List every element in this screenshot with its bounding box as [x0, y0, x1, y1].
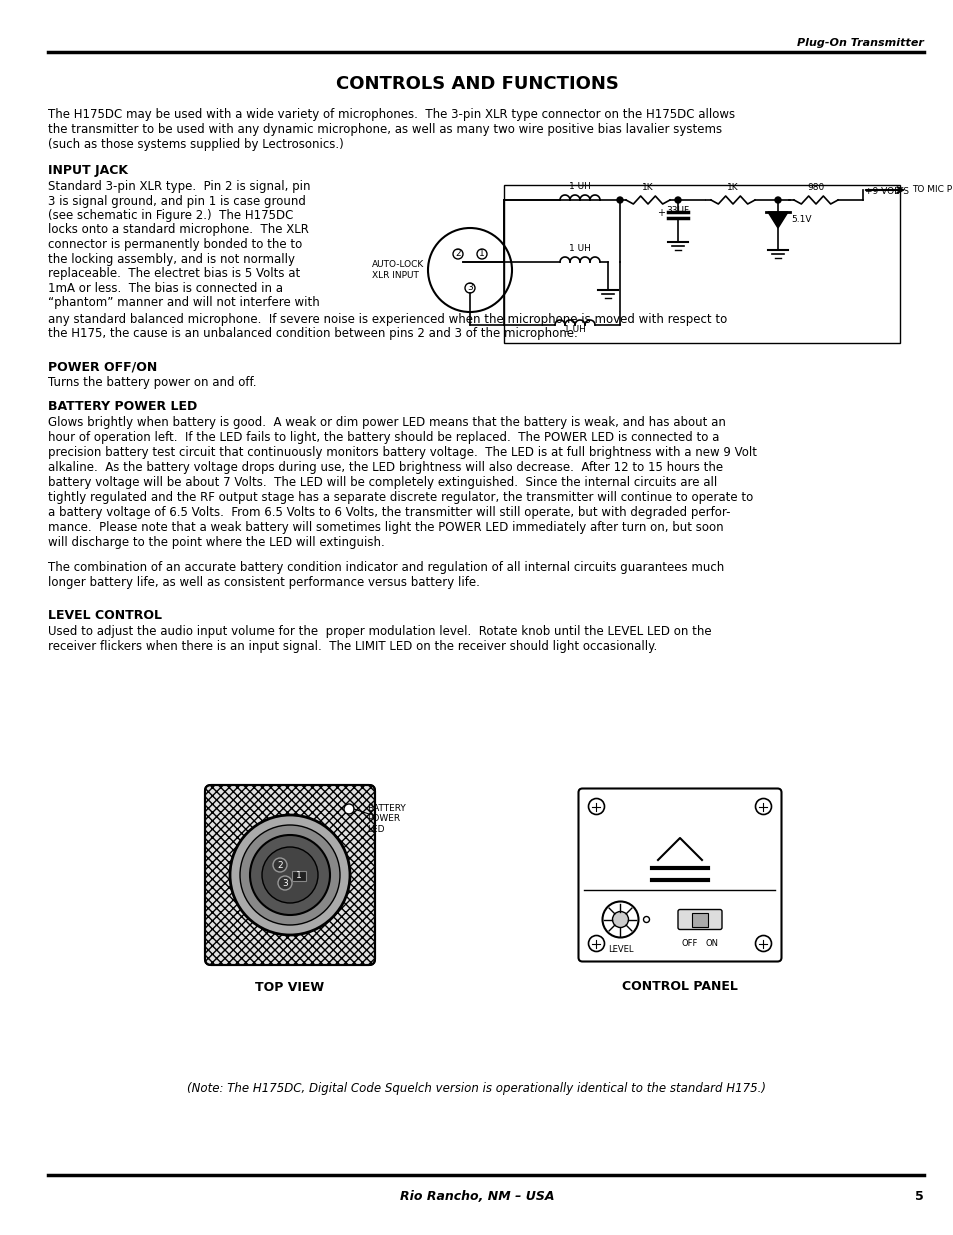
Text: the H175, the cause is an unbalanced condition between pins 2 and 3 of the micro: the H175, the cause is an unbalanced con… — [48, 327, 578, 341]
Text: receiver flickers when there is an input signal.  The LIMIT LED on the receiver : receiver flickers when there is an input… — [48, 640, 657, 653]
FancyBboxPatch shape — [578, 788, 781, 962]
Text: mance.  Please note that a weak battery will sometimes light the POWER LED immed: mance. Please note that a weak battery w… — [48, 521, 723, 534]
Text: 1: 1 — [478, 249, 484, 258]
Text: any standard balanced microphone.  If severe noise is experienced when the micro: any standard balanced microphone. If sev… — [48, 312, 726, 326]
Text: The H175DC may be used with a wide variety of microphones.  The 3-pin XLR type c: The H175DC may be used with a wide varie… — [48, 107, 735, 121]
Text: hour of operation left.  If the LED fails to light, the battery should be replac: hour of operation left. If the LED fails… — [48, 431, 719, 445]
Text: Glows brightly when battery is good.  A weak or dim power LED means that the bat: Glows brightly when battery is good. A w… — [48, 416, 725, 429]
Text: CONTROL PANEL: CONTROL PANEL — [621, 979, 738, 993]
Circle shape — [273, 858, 287, 872]
Text: 1K: 1K — [726, 183, 738, 191]
Text: 3: 3 — [467, 284, 473, 293]
Bar — [691, 913, 707, 926]
Bar — [292, 871, 306, 881]
Text: 5: 5 — [914, 1191, 923, 1203]
Text: (such as those systems supplied by Lectrosonics.): (such as those systems supplied by Lectr… — [48, 138, 343, 151]
Text: 5.1V: 5.1V — [790, 215, 811, 225]
Text: connector is permanently bonded to the to: connector is permanently bonded to the t… — [48, 238, 302, 251]
Text: replaceable.  The electret bias is 5 Volts at: replaceable. The electret bias is 5 Volt… — [48, 267, 300, 280]
Text: (Note: The H175DC, Digital Code Squelch version is operationally identical to th: (Note: The H175DC, Digital Code Squelch … — [188, 1082, 765, 1095]
Text: +: + — [657, 207, 664, 219]
Polygon shape — [767, 212, 787, 228]
Text: 980: 980 — [806, 183, 823, 191]
Text: TOP VIEW: TOP VIEW — [255, 981, 324, 994]
FancyBboxPatch shape — [205, 785, 375, 965]
Text: Turns the battery power on and off.: Turns the battery power on and off. — [48, 375, 256, 389]
Text: battery voltage will be about 7 Volts.  The LED will be completely extinguished.: battery voltage will be about 7 Volts. T… — [48, 475, 717, 489]
Text: Standard 3-pin XLR type.  Pin 2 is signal, pin: Standard 3-pin XLR type. Pin 2 is signal… — [48, 180, 310, 193]
Text: the transmitter to be used with any dynamic microphone, as well as many two wire: the transmitter to be used with any dyna… — [48, 124, 721, 136]
Text: 33UF: 33UF — [666, 206, 689, 215]
Text: 1K: 1K — [641, 183, 653, 191]
Text: precision battery test circuit that continuously monitors battery voltage.  The : precision battery test circuit that cont… — [48, 446, 757, 459]
Text: LEVEL CONTROL: LEVEL CONTROL — [48, 609, 162, 622]
Circle shape — [230, 815, 350, 935]
Text: POWER OFF/ON: POWER OFF/ON — [48, 359, 157, 373]
Text: Plug-On Transmitter: Plug-On Transmitter — [797, 38, 923, 48]
Text: 2: 2 — [277, 861, 282, 869]
Text: locks onto a standard microphone.  The XLR: locks onto a standard microphone. The XL… — [48, 224, 309, 236]
Circle shape — [344, 804, 354, 814]
Text: OFF: OFF — [681, 940, 698, 948]
Text: The combination of an accurate battery condition indicator and regulation of all: The combination of an accurate battery c… — [48, 561, 723, 574]
Text: INPUT JACK: INPUT JACK — [48, 164, 128, 177]
Text: 1: 1 — [295, 872, 301, 881]
FancyBboxPatch shape — [678, 909, 721, 930]
Text: 1 UH: 1 UH — [569, 182, 590, 191]
Circle shape — [612, 911, 628, 927]
Text: Used to adjust the audio input volume for the  proper modulation level.  Rotate : Used to adjust the audio input volume fo… — [48, 625, 711, 638]
Text: LEVEL: LEVEL — [607, 946, 633, 955]
Text: Rio Rancho, NM – USA: Rio Rancho, NM – USA — [399, 1191, 554, 1203]
Text: will discharge to the point where the LED will extinguish.: will discharge to the point where the LE… — [48, 536, 384, 550]
Text: 1mA or less.  The bias is connected in a: 1mA or less. The bias is connected in a — [48, 282, 283, 294]
Circle shape — [240, 825, 339, 925]
Text: CONTROLS AND FUNCTIONS: CONTROLS AND FUNCTIONS — [335, 75, 618, 93]
Text: 1 UH: 1 UH — [569, 245, 590, 253]
Text: a battery voltage of 6.5 Volts.  From 6.5 Volts to 6 Volts, the transmitter will: a battery voltage of 6.5 Volts. From 6.5… — [48, 506, 730, 519]
Circle shape — [277, 876, 292, 890]
Text: the locking assembly, and is not normally: the locking assembly, and is not normall… — [48, 252, 294, 266]
Text: (see schematic in Figure 2.)  The H175DC: (see schematic in Figure 2.) The H175DC — [48, 209, 294, 222]
Text: AUTO-LOCK
XLR INPUT: AUTO-LOCK XLR INPUT — [372, 261, 423, 279]
Bar — [503, 185, 899, 343]
Text: longer battery life, as well as consistent performance versus battery life.: longer battery life, as well as consiste… — [48, 576, 479, 589]
Circle shape — [774, 198, 781, 203]
Text: tightly regulated and the RF output stage has a separate discrete regulator, the: tightly regulated and the RF output stag… — [48, 492, 753, 504]
Text: BATTERY POWER LED: BATTERY POWER LED — [48, 400, 197, 412]
Text: 2: 2 — [455, 249, 460, 258]
Text: “phantom” manner and will not interfere with: “phantom” manner and will not interfere … — [48, 296, 319, 309]
Text: ON: ON — [705, 940, 718, 948]
Circle shape — [262, 847, 317, 903]
Text: 1 UH: 1 UH — [563, 325, 585, 333]
Text: BATTERY
POWER
LED: BATTERY POWER LED — [367, 804, 405, 834]
Circle shape — [675, 198, 680, 203]
Circle shape — [602, 902, 638, 937]
Text: 3: 3 — [282, 878, 288, 888]
Circle shape — [617, 198, 622, 203]
Circle shape — [250, 835, 330, 915]
Text: +9 VOLTS: +9 VOLTS — [864, 186, 908, 196]
Text: alkaline.  As the battery voltage drops during use, the LED brightness will also: alkaline. As the battery voltage drops d… — [48, 461, 722, 474]
Text: 3 is signal ground, and pin 1 is case ground: 3 is signal ground, and pin 1 is case gr… — [48, 194, 306, 207]
Text: TO MIC PREAMP: TO MIC PREAMP — [911, 185, 953, 194]
